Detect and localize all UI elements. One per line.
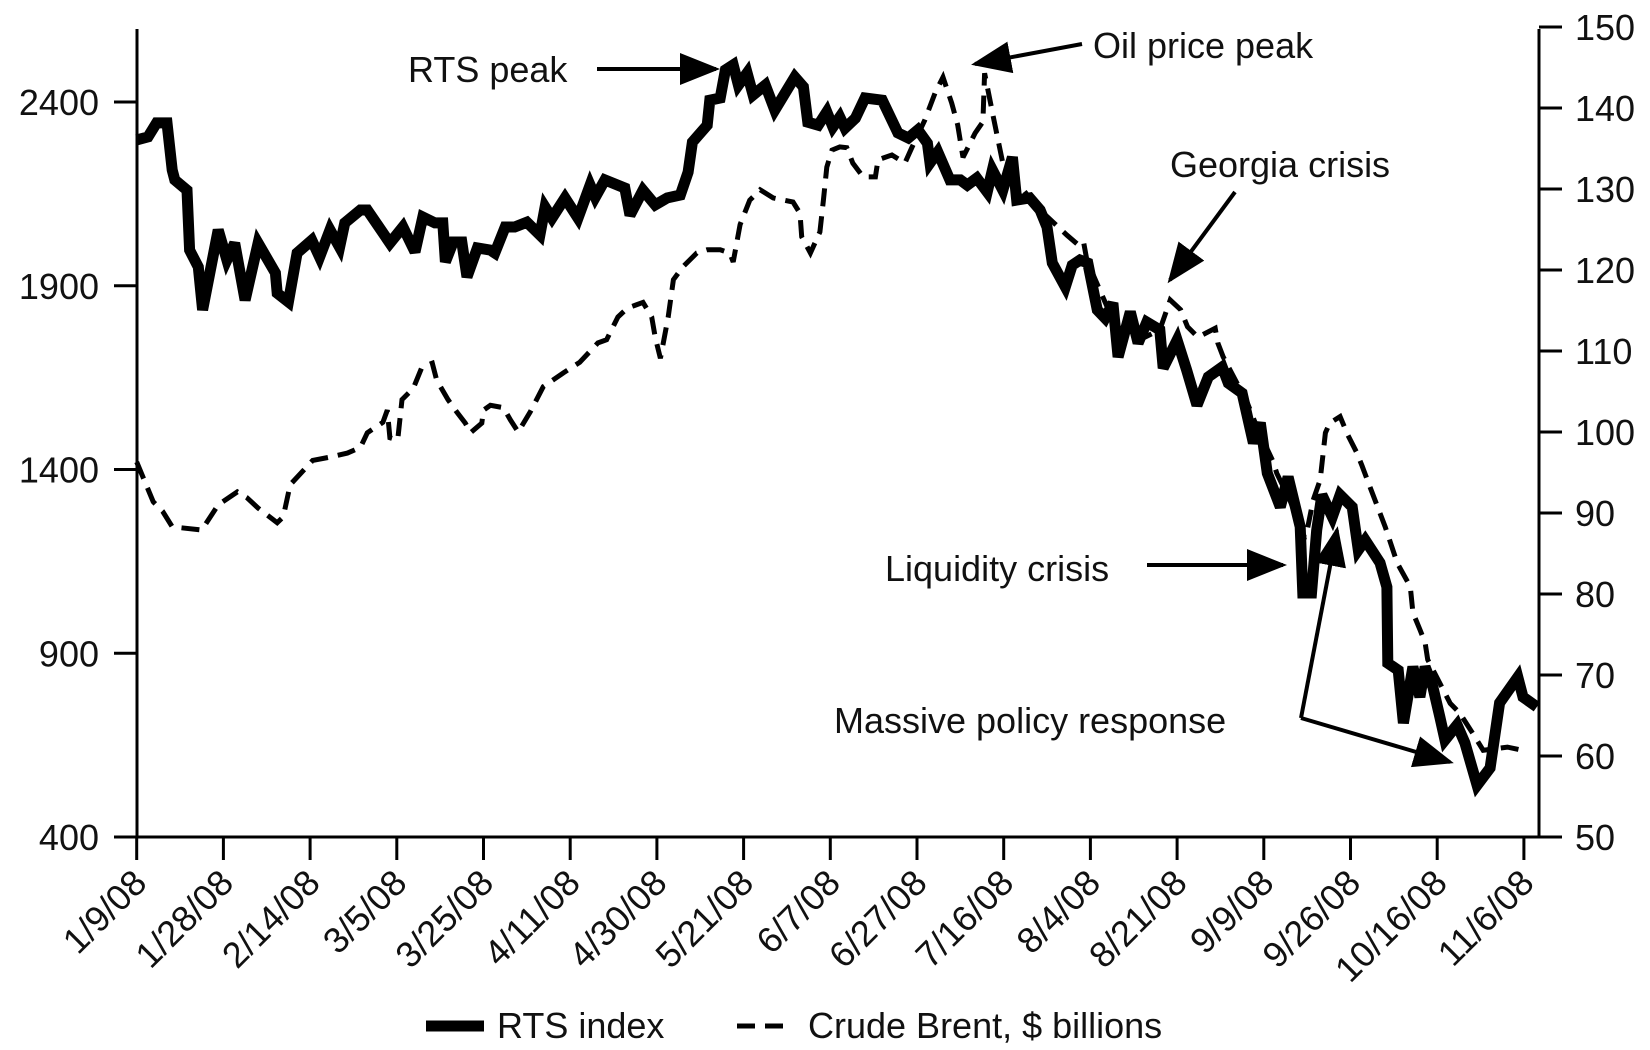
left-y-tick-label: 1900 [19, 266, 99, 307]
annotation-policy-arrow-up [1299, 526, 1346, 719]
annotation-oil-price-peak-arrow [971, 41, 1083, 74]
right-y-tick-label: 110 [1575, 331, 1632, 372]
right-y-tick-label: 130 [1575, 169, 1635, 210]
annotation-massive-policy-response: Massive policy response [834, 700, 1226, 741]
annotation-georgia-crisis-arrow [1167, 190, 1237, 284]
right-y-tick-label: 90 [1575, 493, 1615, 534]
annotations: RTS peak Oil price peak Georgia crisis L… [408, 25, 1454, 768]
x-tick-label: 2/14/08 [214, 862, 328, 976]
x-tick-label: 5/21/08 [647, 862, 761, 976]
legend-label-rts: RTS index [497, 1005, 664, 1046]
annotation-policy-arrow-down [1300, 716, 1454, 768]
right-y-tick-label: 70 [1575, 655, 1615, 696]
x-tick-label: 3/25/08 [387, 862, 501, 976]
right-y-tick-label: 140 [1575, 88, 1635, 129]
left-y-tick-label: 2400 [19, 82, 99, 123]
annotation-oil-price-peak: Oil price peak [1093, 25, 1314, 66]
x-tick-label: 7/16/08 [907, 862, 1021, 976]
right-y-tick-label: 80 [1575, 574, 1615, 615]
annotation-rts-peak: RTS peak [408, 49, 568, 90]
x-ticks: 1/9/081/28/082/14/083/5/083/25/084/11/08… [55, 837, 1542, 990]
right-y-ticks: 50 60 70 80 90 100 110 120 130 140 150 [1539, 7, 1635, 858]
right-y-tick-label: 50 [1575, 817, 1615, 858]
left-y-tick-label: 400 [39, 817, 99, 858]
legend: RTS index Crude Brent, $ billions [426, 1005, 1162, 1046]
right-y-tick-label: 150 [1575, 7, 1635, 48]
x-tick-label: 1/28/08 [127, 862, 241, 976]
annotation-georgia-crisis: Georgia crisis [1170, 144, 1390, 185]
x-tick-label: 4/30/08 [561, 862, 675, 976]
left-y-tick-label: 1400 [19, 450, 99, 491]
left-y-tick-label: 900 [39, 633, 99, 674]
x-tick-label: 8/21/08 [1081, 862, 1195, 976]
right-y-tick-label: 100 [1575, 412, 1635, 453]
right-y-tick-label: 120 [1575, 250, 1635, 291]
series-line-crude-brent [134, 70, 1523, 753]
left-y-ticks: 400 900 1400 1900 2400 [19, 82, 137, 858]
right-y-tick-label: 60 [1575, 736, 1615, 777]
x-tick-label: 11/6/08 [1430, 862, 1542, 974]
legend-label-brent: Crude Brent, $ billions [808, 1005, 1162, 1046]
annotation-liquidity-crisis: Liquidity crisis [885, 548, 1109, 589]
x-tick-label: 6/27/08 [821, 862, 935, 976]
